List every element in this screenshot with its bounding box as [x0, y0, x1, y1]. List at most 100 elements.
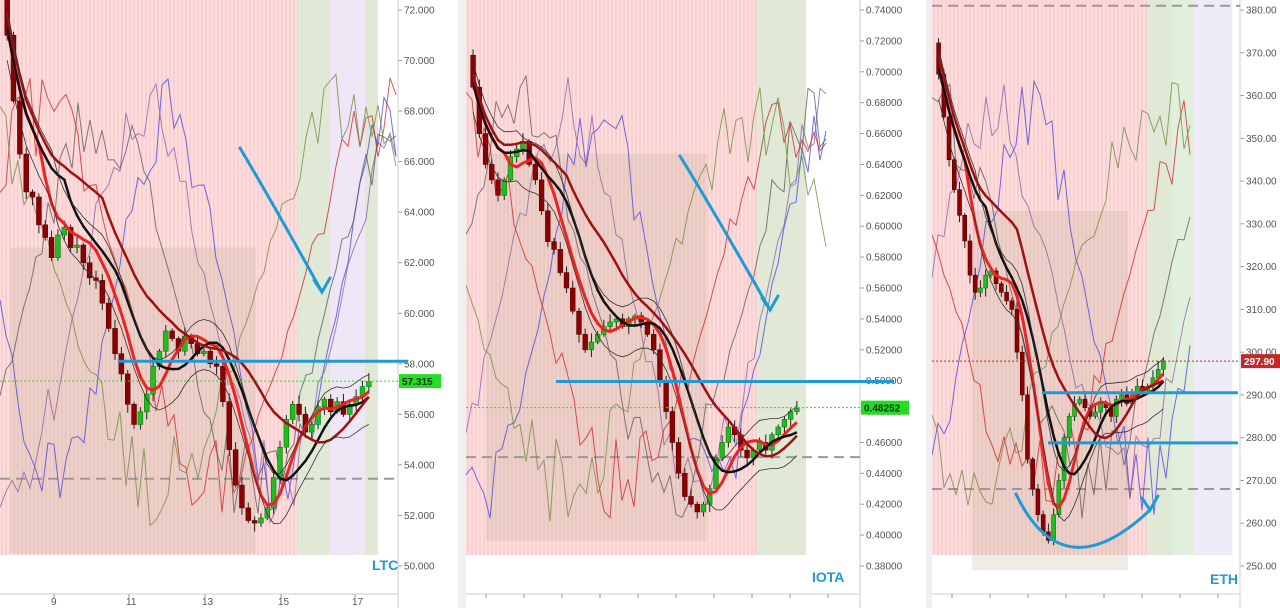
candle: [23, 153, 29, 193]
x-tick-label: 9: [51, 597, 57, 608]
candle: [978, 287, 983, 293]
y-tick-label: 260.00: [1246, 519, 1277, 530]
candle: [545, 210, 551, 242]
candle: [207, 350, 213, 365]
y-tick-label: 54.000: [404, 460, 435, 471]
candle: [725, 426, 732, 443]
y-tick-label: 0.38000: [866, 562, 903, 573]
candle: [245, 507, 251, 521]
candle: [213, 363, 220, 367]
last-price-label: 57.315: [402, 377, 433, 388]
bollinger-lower: [472, 112, 798, 511]
chart-iota[interactable]: 0.74000 0.72000 0.70000 0.68000 0.66000 0.640…: [466, 0, 926, 608]
panel-divider: [926, 0, 932, 608]
candle: [42, 224, 48, 238]
cloud-band: [10, 247, 256, 554]
last-price-tag: [1241, 354, 1280, 369]
moving-average-slow: [5, 13, 370, 444]
candle: [1114, 398, 1119, 417]
symbol-label: IOTA: [812, 569, 844, 585]
bollinger-upper: [938, 49, 1164, 472]
candle: [86, 262, 93, 279]
y-tick-label: 0.44000: [866, 469, 903, 480]
candle: [570, 287, 576, 312]
y-axis: 72.000 70.000 68.000 66.000 64.000 62.000 60.0…: [397, 0, 435, 608]
oscillator-line: [466, 74, 827, 519]
candle: [309, 424, 315, 433]
candle: [781, 418, 788, 428]
bollinger-upper: [6, 10, 369, 475]
candle: [1098, 403, 1103, 413]
candle: [682, 473, 688, 497]
x-tick-label: 15: [278, 597, 290, 608]
candle: [1004, 291, 1009, 302]
oscillator-line: [932, 83, 1191, 519]
candle: [137, 411, 144, 425]
candle: [258, 517, 264, 524]
y-tick-label: 250.00: [1246, 562, 1277, 573]
annotations: [556, 154, 894, 383]
candle: [55, 234, 61, 258]
candle: [112, 328, 118, 355]
y-tick-label: 0.64000: [866, 160, 903, 171]
green-zone: [758, 0, 806, 555]
indicator-background: [466, 0, 806, 555]
y-tick-label: 64.000: [404, 208, 435, 219]
x-axis: [466, 593, 860, 598]
candle: [131, 403, 137, 425]
candle: [150, 366, 156, 395]
arrow-head: [760, 294, 780, 313]
candle: [482, 133, 489, 165]
candle: [675, 442, 682, 474]
indicator-background: [932, 0, 1232, 571]
y-tick-label: 280.00: [1246, 433, 1277, 444]
candle: [694, 503, 700, 513]
oscillator-line: [0, 77, 397, 513]
candle: [80, 244, 87, 264]
moving-average-slow: [937, 55, 1164, 440]
candle: [1019, 351, 1025, 396]
candle: [946, 116, 952, 160]
candle: [967, 240, 973, 276]
chart-eth[interactable]: 380.00 370.00 360.00 350.00 340.00 330.00 320.…: [932, 0, 1280, 608]
candle: [99, 280, 106, 304]
candle: [1119, 394, 1124, 400]
candle: [495, 179, 501, 196]
candle: [61, 227, 67, 236]
symbol-label: ETH: [1210, 571, 1238, 587]
arrow-head: [312, 276, 332, 295]
green-zone: [1147, 0, 1194, 555]
y-tick-label: 0.52000: [866, 345, 903, 356]
oscillator-line: [0, 102, 397, 514]
candle: [1030, 458, 1035, 490]
y-axis: 380.00 370.00 360.00 350.00 340.00 330.00 320.…: [1239, 0, 1277, 608]
y-tick-label: 0.60000: [866, 222, 903, 233]
candle: [347, 403, 353, 415]
candle: [283, 419, 290, 448]
oscillator-line: [0, 77, 397, 511]
y-tick-label: 58.000: [404, 359, 435, 370]
candle: [289, 403, 296, 420]
lavender-zone: [1194, 0, 1232, 555]
candle: [700, 503, 707, 513]
chart-ltc[interactable]: 72.000 70.000 68.000 66.000 64.000 62.000 60.0…: [0, 0, 458, 608]
y-tick-label: 0.72000: [866, 36, 903, 47]
candle: [669, 411, 676, 443]
last-price-label: 297.90: [1244, 357, 1275, 368]
y-tick-label: 56.000: [404, 410, 435, 421]
candle: [1161, 360, 1166, 370]
y-tick-label: 0.68000: [866, 98, 903, 109]
oscillator-line: [932, 100, 1191, 502]
candle: [366, 381, 372, 387]
y-tick-label: 300.00: [1246, 348, 1277, 359]
moving-average-slow: [471, 74, 798, 458]
y-tick-label: 330.00: [1246, 219, 1277, 230]
candle: [507, 156, 514, 181]
y-tick-label: 0.54000: [866, 314, 903, 325]
y-tick-label: 0.42000: [866, 500, 903, 511]
candle: [972, 274, 978, 293]
candle: [264, 507, 271, 519]
arrow-head: [1140, 494, 1160, 513]
trend-arrow: [238, 146, 324, 294]
candle: [551, 241, 557, 250]
